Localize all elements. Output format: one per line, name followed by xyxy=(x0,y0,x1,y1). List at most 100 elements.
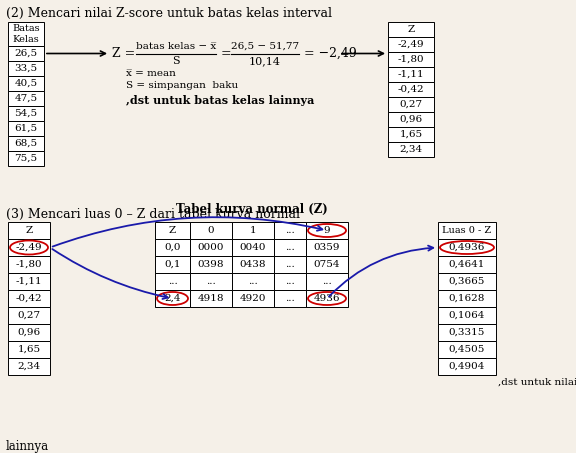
Text: 1,65: 1,65 xyxy=(17,345,40,354)
Text: 0,3315: 0,3315 xyxy=(449,328,485,337)
Text: -0,42: -0,42 xyxy=(397,85,425,94)
Text: ,dst untuk nilai Z-score: ,dst untuk nilai Z-score xyxy=(498,378,576,387)
Text: 0,4904: 0,4904 xyxy=(449,362,485,371)
Text: lainnya: lainnya xyxy=(6,440,49,453)
Text: 2,4: 2,4 xyxy=(164,294,181,303)
Text: ...: ... xyxy=(285,260,295,269)
Bar xyxy=(438,222,496,239)
Bar xyxy=(232,256,274,273)
Text: = −2,49: = −2,49 xyxy=(304,47,357,60)
Bar xyxy=(232,290,274,307)
Bar xyxy=(274,290,306,307)
Bar xyxy=(155,273,190,290)
Bar xyxy=(274,256,306,273)
Bar xyxy=(232,222,274,239)
Bar xyxy=(8,324,50,341)
Text: 1: 1 xyxy=(249,226,256,235)
Bar xyxy=(438,324,496,341)
Text: ...: ... xyxy=(248,277,258,286)
Text: 0,4641: 0,4641 xyxy=(449,260,485,269)
Text: ...: ... xyxy=(206,277,216,286)
Bar xyxy=(388,52,434,67)
Bar xyxy=(388,67,434,82)
Bar xyxy=(8,290,50,307)
Bar xyxy=(155,239,190,256)
Bar xyxy=(8,61,44,76)
Text: 26,5: 26,5 xyxy=(14,49,37,58)
Text: -1,80: -1,80 xyxy=(397,55,425,64)
Bar xyxy=(388,97,434,112)
Text: =: = xyxy=(221,47,232,60)
Bar xyxy=(274,239,306,256)
Bar xyxy=(306,290,348,307)
Text: 0398: 0398 xyxy=(198,260,224,269)
Bar xyxy=(306,273,348,290)
Bar xyxy=(232,273,274,290)
Text: 54,5: 54,5 xyxy=(14,109,37,118)
Text: 4936: 4936 xyxy=(314,294,340,303)
Bar xyxy=(438,341,496,358)
Text: 0,1064: 0,1064 xyxy=(449,311,485,320)
Bar xyxy=(438,358,496,375)
Text: -1,80: -1,80 xyxy=(16,260,42,269)
Bar xyxy=(8,273,50,290)
Text: (2) Mencari nilai Z-score untuk batas kelas interval: (2) Mencari nilai Z-score untuk batas ke… xyxy=(6,7,332,20)
Text: 47,5: 47,5 xyxy=(14,94,37,103)
Bar xyxy=(190,290,232,307)
Text: batas kelas − x̅: batas kelas − x̅ xyxy=(136,42,216,51)
Text: 0000: 0000 xyxy=(198,243,224,252)
Text: 4918: 4918 xyxy=(198,294,224,303)
Bar xyxy=(388,127,434,142)
Text: 0,1628: 0,1628 xyxy=(449,294,485,303)
Text: 68,5: 68,5 xyxy=(14,139,37,148)
Text: Z: Z xyxy=(407,25,415,34)
Bar xyxy=(8,76,44,91)
Text: ...: ... xyxy=(285,294,295,303)
Bar xyxy=(438,307,496,324)
Text: 0,3665: 0,3665 xyxy=(449,277,485,286)
Text: 0359: 0359 xyxy=(314,243,340,252)
Text: Luas 0 - Z: Luas 0 - Z xyxy=(442,226,492,235)
Text: ...: ... xyxy=(322,277,332,286)
Bar xyxy=(8,106,44,121)
Bar xyxy=(155,256,190,273)
Text: 0: 0 xyxy=(208,226,214,235)
Text: ...: ... xyxy=(168,277,177,286)
Bar xyxy=(438,273,496,290)
Bar xyxy=(306,222,348,239)
Text: 0754: 0754 xyxy=(314,260,340,269)
Text: ...: ... xyxy=(285,277,295,286)
Bar xyxy=(232,239,274,256)
Text: 75,5: 75,5 xyxy=(14,154,37,163)
Text: 0,27: 0,27 xyxy=(17,311,40,320)
Bar xyxy=(8,121,44,136)
Text: 0,96: 0,96 xyxy=(399,115,423,124)
Text: -0,42: -0,42 xyxy=(16,294,42,303)
Text: -1,11: -1,11 xyxy=(397,70,425,79)
Bar xyxy=(8,136,44,151)
Bar xyxy=(438,256,496,273)
Text: Z: Z xyxy=(169,226,176,235)
Bar xyxy=(274,273,306,290)
Text: x̅ = mean: x̅ = mean xyxy=(126,68,176,77)
Bar xyxy=(8,91,44,106)
Text: Z =: Z = xyxy=(112,47,135,60)
Text: 0438: 0438 xyxy=(240,260,266,269)
Bar xyxy=(388,82,434,97)
Bar xyxy=(155,290,190,307)
Text: S: S xyxy=(172,57,180,67)
Bar xyxy=(8,239,50,256)
Text: 0,1: 0,1 xyxy=(164,260,181,269)
Bar xyxy=(388,142,434,157)
Text: 2,34: 2,34 xyxy=(399,145,423,154)
Text: ...: ... xyxy=(285,243,295,252)
Text: 9: 9 xyxy=(324,226,330,235)
Text: 2,34: 2,34 xyxy=(17,362,40,371)
Bar xyxy=(8,151,44,166)
Bar xyxy=(438,239,496,256)
Bar xyxy=(388,22,434,37)
Text: -2,49: -2,49 xyxy=(397,40,425,49)
Text: 0,0: 0,0 xyxy=(164,243,181,252)
Text: S = simpangan  baku: S = simpangan baku xyxy=(126,82,238,91)
Bar xyxy=(190,239,232,256)
